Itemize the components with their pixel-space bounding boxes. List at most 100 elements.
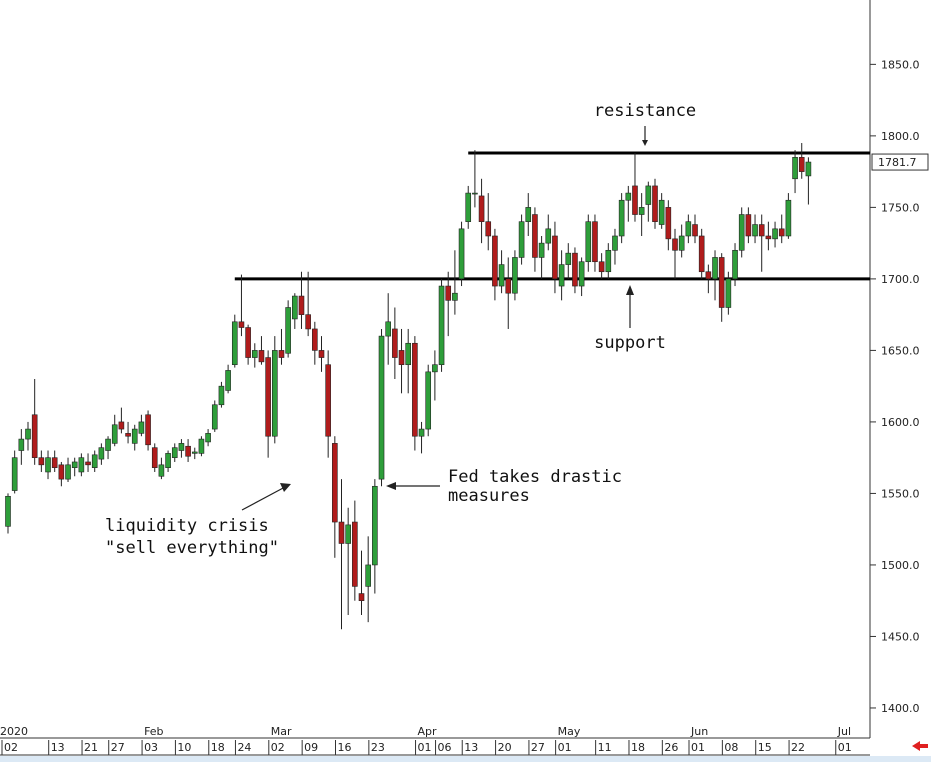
candle-body [772,228,778,240]
candle-body [472,192,478,195]
last-price-box [871,153,929,171]
candle-body [25,428,31,440]
candle-body [51,457,58,468]
candle-body [705,271,712,280]
candle-body [745,214,752,237]
candle-body [298,295,305,315]
candle-body [65,464,71,480]
annotation-arrow [386,482,396,490]
candle-body [98,447,105,460]
candle-body [231,321,238,366]
candle-body [518,221,525,258]
x-tick-label: 24 [237,741,251,754]
x-tick-label: 18 [211,741,225,754]
annotation: Fed takes drastic [448,467,622,487]
candle-body [245,327,251,358]
candle-body [358,593,365,601]
annotation-arrow [642,140,648,146]
candle-body [485,221,492,237]
candle-body [158,464,165,477]
candle-body [71,461,78,468]
candle-body [672,238,678,251]
candle-body [312,328,318,351]
candle-body [552,235,558,280]
y-tick-label: 1600.0 [881,416,920,429]
candle-body [492,235,498,287]
y-tick-label: 1650.0 [881,344,920,357]
candle-body [138,421,145,434]
candle-body [352,521,358,587]
candle-body [678,235,685,251]
candle-body [105,438,111,451]
candle-body [85,461,91,466]
status-strip [0,756,931,762]
candle-body [332,443,338,523]
candle-body [271,350,278,437]
annotation: "sell everything" [105,538,279,558]
scroll-arrow[interactable] [912,741,928,751]
candle-body [131,428,138,444]
candle-body [372,485,378,566]
x-tick-label: 23 [371,741,385,754]
candle-body [285,307,291,354]
candle-body [258,350,265,363]
candle-body [792,157,798,180]
candle-body [265,357,271,437]
candle-body [365,564,371,587]
y-tick-label: 1750.0 [881,201,920,214]
candle-body [565,252,572,265]
x-tick-label: 10 [177,741,191,754]
candle-body [338,521,345,544]
candle-body [91,454,98,468]
candle-body [612,235,618,251]
annotation-arrow [626,285,634,295]
candle-body [638,207,645,215]
candle-body [718,257,725,308]
candle-body [758,224,765,237]
candle-body [178,443,185,451]
x-tick-label: 13 [51,741,65,754]
candle-body [605,249,612,273]
annotation: resistance [594,101,696,121]
candle-body [578,261,585,287]
candle-body [778,228,785,237]
candle-body [58,464,65,480]
candle-body [478,195,485,222]
candle-body [171,447,178,458]
candle-body [145,414,151,446]
x-tick-label: 08 [724,741,738,754]
month-label: Feb [144,725,163,738]
candle-body [238,321,245,328]
month-label: May [558,725,581,738]
candle-body [538,242,545,258]
y-tick-label: 1700.0 [881,273,920,286]
candle-body [512,257,518,294]
candle-body [398,350,405,366]
candle-body [191,451,198,454]
x-tick-label: 18 [631,741,645,754]
annotation-arrow [241,486,286,511]
x-tick-label: 06 [438,741,452,754]
candle-body [432,364,438,373]
annotation-arrow [280,483,291,492]
annotation: support [594,333,666,353]
x-tick-label: 13 [464,741,478,754]
candle-body [5,495,11,527]
candle-body [438,285,445,366]
x-tick-label: 27 [531,741,545,754]
month-label: Apr [418,725,438,738]
candle-body [251,350,258,358]
candle-body [185,445,191,457]
candle-body [765,235,772,240]
y-tick-label: 1800.0 [881,130,920,143]
x-tick-label: 01 [558,741,572,754]
candle-body [111,424,118,444]
candle-body [532,214,538,258]
candle-body [618,199,625,237]
candle-body [125,433,131,437]
candle-body [78,457,85,473]
candle-body [392,328,398,358]
x-tick-label: 21 [84,741,98,754]
candle-body [198,438,205,454]
